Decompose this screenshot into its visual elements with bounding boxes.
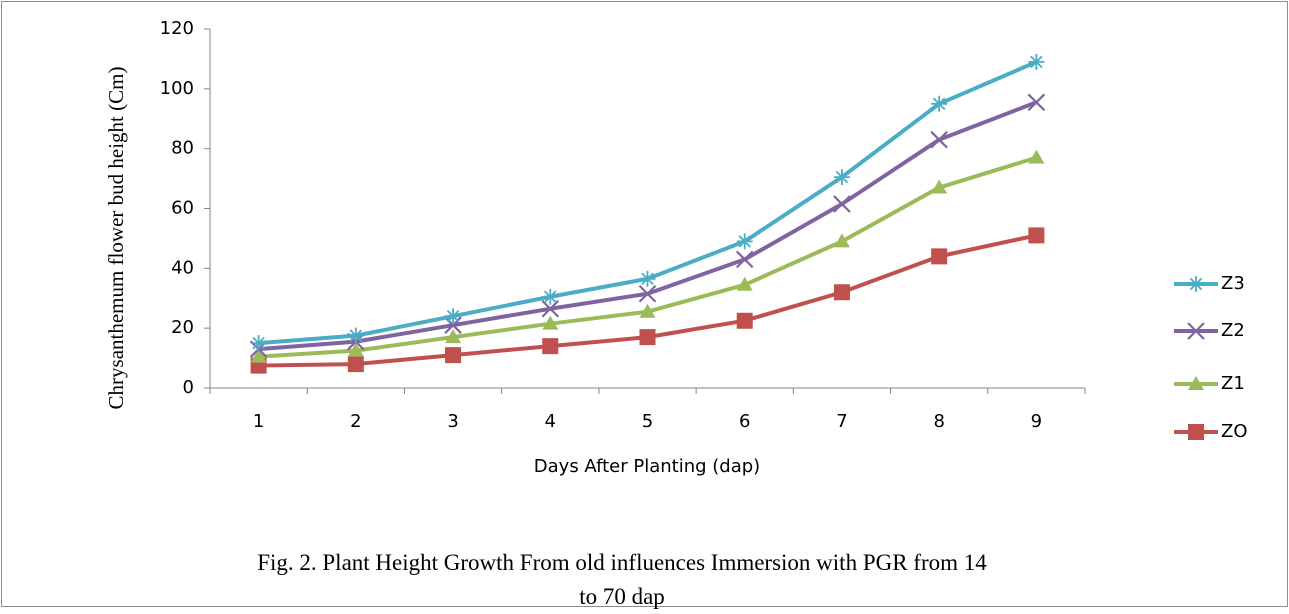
- marker: [638, 284, 657, 303]
- marker: [250, 335, 267, 352]
- marker: [639, 270, 656, 287]
- legend-label: Z1: [1221, 373, 1245, 394]
- marker: [445, 308, 462, 325]
- legend-marker: [1188, 276, 1204, 292]
- marker: [1028, 149, 1045, 164]
- y-tick-label: 80: [171, 138, 194, 159]
- y-tick-label: 40: [171, 257, 194, 278]
- marker: [833, 233, 850, 248]
- y-tick-label: 20: [171, 317, 194, 338]
- marker: [542, 288, 559, 305]
- marker: [445, 329, 462, 344]
- series-line: [258, 155, 1037, 359]
- x-tick-label: 1: [253, 411, 264, 432]
- x-tick-label: 9: [1031, 411, 1042, 432]
- marker: [347, 327, 364, 344]
- marker: [736, 233, 753, 250]
- marker: [541, 299, 560, 318]
- series-line: [258, 60, 1038, 346]
- legend-label: Z2: [1221, 320, 1245, 341]
- marker: [931, 179, 948, 194]
- marker: [833, 284, 850, 301]
- marker: [736, 312, 753, 329]
- marker: [250, 348, 267, 363]
- marker: [444, 316, 462, 334]
- marker: [931, 248, 948, 265]
- legend-marker: [1188, 376, 1204, 390]
- marker: [542, 315, 559, 330]
- y-axis-label: Chrysanthemum flower bud height (Cm): [104, 67, 128, 410]
- x-tick-label: 6: [739, 411, 750, 432]
- marker: [1028, 227, 1045, 244]
- y-tick-label: 100: [160, 78, 194, 99]
- x-tick-label: 2: [350, 411, 361, 432]
- marker: [736, 276, 753, 291]
- marker: [347, 342, 364, 357]
- y-tick-label: 120: [160, 18, 194, 39]
- marker: [1028, 53, 1045, 70]
- marker: [735, 250, 754, 269]
- y-tick-label: 60: [171, 198, 194, 219]
- x-tick-label: 8: [933, 411, 944, 432]
- marker: [833, 169, 850, 186]
- legend-marker: [1187, 322, 1205, 340]
- x-tick-label: 7: [836, 411, 847, 432]
- x-tick-label: 5: [642, 411, 653, 432]
- legend-label: Z3: [1221, 273, 1245, 294]
- caption: Fig. 2. Plant Height Growth From old inf…: [257, 550, 987, 609]
- marker: [931, 95, 948, 112]
- marker: [445, 347, 462, 364]
- legend-label: ZO: [1221, 421, 1248, 442]
- marker: [542, 338, 559, 355]
- marker: [833, 195, 851, 213]
- x-tick-label: 4: [545, 411, 556, 432]
- marker: [639, 329, 656, 346]
- legend-marker: [1188, 424, 1204, 440]
- y-tick-label: 0: [183, 377, 194, 398]
- x-axis-label: Days After Planting (dap): [534, 456, 760, 477]
- x-tick-label: 3: [447, 411, 458, 432]
- marker: [639, 303, 656, 318]
- marker: [930, 130, 948, 149]
- marker: [1027, 93, 1046, 112]
- marker: [347, 356, 364, 373]
